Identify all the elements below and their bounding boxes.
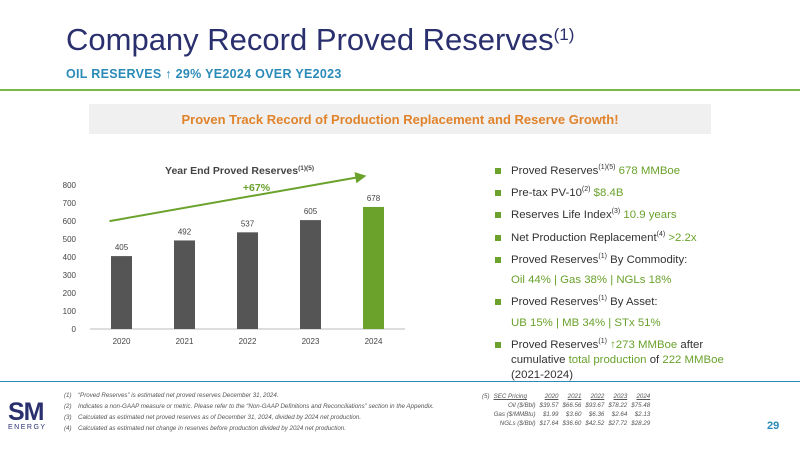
data-label-2022: 537 bbox=[241, 219, 255, 228]
bar-2024 bbox=[363, 206, 384, 329]
y-tick-label: 300 bbox=[63, 271, 77, 280]
y-tick-label: 600 bbox=[63, 217, 77, 226]
pricing-header-row: (5) SEC Pricing 2020 2021 2022 2023 2024 bbox=[482, 393, 651, 400]
trend-arrow-line bbox=[109, 175, 360, 223]
bullet-pv10: Pre-tax PV-10(2) $8.4B bbox=[495, 185, 795, 201]
footnote: (4) Calculated as estimated net change in… bbox=[64, 425, 346, 433]
bullet-production-replacement: Net Production Replacement(4) >2.2x bbox=[495, 230, 795, 246]
y-tick-label: 100 bbox=[63, 307, 77, 316]
x-tick-label: 2024 bbox=[365, 337, 383, 346]
footnotes: (1) “Proved Reserves” is estimated net pr… bbox=[64, 392, 469, 436]
bullet-by-commodity: Proved Reserves(1) By Commodity: bbox=[495, 252, 795, 268]
y-tick-label: 200 bbox=[63, 289, 77, 298]
chart-title: Year End Proved Reserves(1)(5) bbox=[165, 165, 314, 177]
pricing-row-oil: Oil ($/Bbl) $39.57 $66.56 $93.67 $78.22 $75.… bbox=[508, 402, 651, 409]
y-tick-label: 500 bbox=[63, 235, 77, 244]
sec-pricing-table: (5) SEC Pricing 2020 2021 2022 2023 2024… bbox=[480, 392, 652, 428]
x-tick-label: 2021 bbox=[176, 337, 194, 346]
footnote: (2) Indicates a non-GAAP measure or metri… bbox=[64, 403, 434, 411]
title-footnote-ref: (1) bbox=[553, 25, 575, 44]
sm-energy-logo: SM ENERGY bbox=[8, 398, 48, 432]
growth-annotation: +67% bbox=[243, 182, 271, 194]
bar-2023 bbox=[300, 220, 321, 329]
logo-mark: SM bbox=[8, 398, 45, 426]
logo-word: ENERGY bbox=[8, 424, 47, 431]
data-label-2023: 605 bbox=[304, 207, 318, 216]
bar-2021 bbox=[174, 240, 195, 329]
bullet-by-asset: Proved Reserves(1) By Asset: bbox=[495, 294, 795, 310]
data-label-2021: 492 bbox=[178, 227, 192, 236]
highlights-list: Proved Reserves(1)(5) 678 MMBoe Pre-tax … bbox=[495, 163, 795, 390]
y-tick-label: 700 bbox=[63, 199, 77, 208]
trend-arrow-head bbox=[354, 172, 367, 184]
x-tick-label: 2023 bbox=[302, 337, 320, 346]
x-tick-label: 2022 bbox=[239, 337, 257, 346]
bullet-reserves-life: Reserves Life Index(3) 10.9 years bbox=[495, 207, 795, 223]
bar-2020 bbox=[111, 256, 132, 329]
data-label-2020: 405 bbox=[115, 243, 129, 252]
x-tick-label: 2020 bbox=[113, 337, 131, 346]
proved-reserves-chart: Year End Proved Reserves(1)(5) 0 100 200 300… bbox=[63, 165, 405, 346]
header-divider bbox=[0, 89, 800, 91]
bar-2022 bbox=[237, 232, 258, 329]
bullet-proved-reserves: Proved Reserves(1)(5) 678 MMBoe bbox=[495, 163, 795, 179]
page-title: Company Record Proved Reserves(1) bbox=[66, 22, 575, 57]
y-tick-label: 400 bbox=[63, 253, 77, 262]
asset-breakdown: UB 15% | MB 34% | STx 51% bbox=[511, 316, 661, 329]
chart-title-footnote-ref: (1)(5) bbox=[298, 165, 314, 172]
banner: Proven Track Record of Production Replac… bbox=[89, 104, 711, 134]
pricing-row-gas: Gas ($/MMBtu) $1.99 $3.60 $6.36 $2.64 $2.13 bbox=[493, 411, 651, 418]
y-tick-label: 0 bbox=[72, 325, 77, 334]
pricing-row-ngls: NGLs ($/Bbl) $17.64 $36.60 $42.52 $27.72 $28… bbox=[499, 420, 651, 427]
bullet-reserve-growth: Proved Reserves(1) ↑273 MMBoe after cumul… bbox=[495, 337, 795, 384]
y-tick-label: 800 bbox=[63, 181, 77, 190]
footer-divider bbox=[0, 381, 800, 382]
page-number: 29 bbox=[767, 420, 780, 432]
data-label-2024: 678 bbox=[367, 194, 381, 203]
footnote: (3) Calculated as estimated net proved re… bbox=[64, 414, 362, 422]
footnote: (1) “Proved Reserves” is estimated net pr… bbox=[64, 392, 279, 399]
commodity-breakdown: Oil 44% | Gas 38% | NGLs 18% bbox=[511, 273, 672, 286]
page-subtitle: OIL RESERVES ↑ 29% YE2024 OVER YE2023 bbox=[66, 67, 342, 81]
